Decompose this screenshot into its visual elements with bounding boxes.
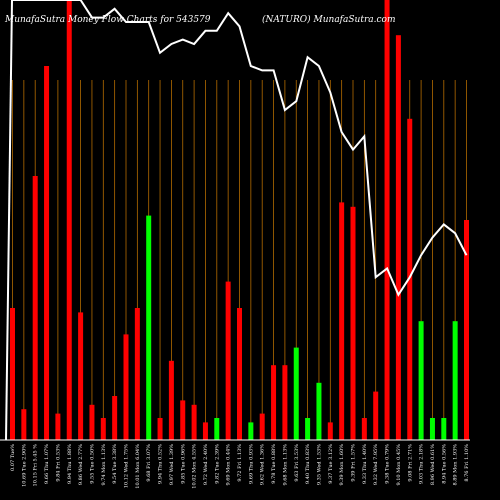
bar [464, 220, 469, 440]
tick-label: 9.38 Tue 0.79% [385, 444, 391, 484]
bar [327, 422, 333, 440]
bar [350, 206, 356, 440]
bar [89, 404, 95, 440]
tick-label: 8.76 Fri 1.10% [464, 444, 470, 482]
tick-label: 9.82 Tue 2.39% [214, 444, 220, 484]
tick-label: 9.10 Mon 0.45% [396, 444, 402, 486]
bar [112, 396, 118, 440]
tick-label: 10.01 Mon 6.04% [135, 444, 141, 489]
tick-label: 9.86 Wed 2.77% [78, 444, 84, 485]
bar [180, 400, 186, 440]
bar [214, 418, 220, 440]
bar [316, 382, 322, 440]
bar [373, 391, 379, 440]
bar [78, 312, 84, 440]
bar [146, 215, 152, 440]
price-line-start [5, 0, 13, 441]
tick-label: 8.89 Mon 1.93% [453, 444, 459, 486]
tick-label: 9.97 Wed 1.39% [169, 444, 175, 485]
tick-label: 9.39 Mon 1.60% [339, 444, 345, 486]
tick-label: 9.85 Tue 0.96% [180, 444, 186, 484]
bar [191, 404, 197, 440]
bar [100, 418, 106, 440]
bar [237, 308, 242, 440]
tick-label: 9.78 Tue 0.88% [271, 444, 277, 484]
bar [168, 360, 174, 440]
bar [123, 334, 129, 440]
bar [339, 202, 345, 440]
bar [407, 118, 413, 441]
tick-label: 9.68 Mon 1.13% [282, 444, 288, 486]
bar [134, 308, 140, 440]
bar [21, 409, 27, 440]
tick-label: 9.37 Tue 3.12% [328, 444, 334, 484]
tick-label: 9.54 Tue 3.38% [112, 444, 118, 484]
tick-label: 9.62 Wed 1.36% [260, 444, 266, 485]
tick-label: 9.08 Fri 2.71% [407, 444, 413, 482]
bar [305, 418, 311, 440]
tick-label: 9.55 Tue 0.50% [90, 444, 96, 484]
bar [361, 418, 367, 440]
bar [202, 422, 208, 440]
tick-label: 9.35 Wed 1.53% [316, 444, 322, 485]
tick-label: 9.32 Wed 7.95% [373, 444, 379, 485]
line-layer [5, 0, 468, 441]
tick-label: 9.72 Fri 1.13% [237, 444, 243, 482]
tick-label: 9.39 Fri 1.57% [351, 444, 357, 482]
bar [282, 365, 288, 440]
bar [452, 321, 458, 440]
tick-label: 9.03 Thu 2.18% [419, 444, 425, 484]
bar [44, 66, 50, 440]
bar [395, 35, 401, 440]
bar [271, 365, 277, 440]
bar [248, 422, 254, 440]
bar [384, 0, 390, 440]
tick-label: 9.63 Fri 3.53% [294, 444, 300, 482]
tick-label-layer: 0.07 Tue% 10.69 Tue 2.90% 10.15 Fri 5.45 %… [10, 444, 470, 489]
price-line [12, 0, 468, 297]
tick-label: 9.74 Mon 1.13% [101, 444, 107, 486]
bar [293, 347, 299, 440]
bar [225, 281, 231, 440]
tick-label: 9.94 Thu 0.52% [158, 444, 164, 484]
bar [32, 176, 38, 440]
tick-label: 10.12 Wed 1.75% [124, 444, 130, 489]
bar [418, 321, 424, 440]
tick-label: 0.07 Tue% [10, 444, 16, 471]
tick-label: 9.66 Thu 1.07% [44, 444, 50, 484]
bar [157, 418, 163, 440]
tick-label: 9.69 Mon 0.44% [226, 444, 232, 486]
tick-label: 8.96 Wed 0.61% [430, 444, 436, 485]
tick-label: 8.94 Tue 0.56% [441, 444, 447, 484]
title-layer: MunafaSutra Money Flow Charts for 543579… [4, 14, 395, 25]
tick-label: 9.68 Fri 3.07% [146, 444, 152, 482]
bar [55, 413, 61, 440]
bar [10, 308, 15, 440]
bar [66, 0, 72, 440]
bar [259, 413, 265, 440]
bar [441, 418, 447, 440]
tick-label: 9.72 Wed 2.40% [203, 444, 209, 485]
tick-label: 10.02 Mon 4.55% [192, 444, 198, 489]
tick-label: 10.69 Tue 2.90% [21, 444, 27, 487]
bar [429, 418, 435, 440]
tick-label: 9.84 Fri 0.53% [55, 444, 61, 482]
chart-subtitle: (NATURO) MunafaSutra.com [262, 14, 395, 25]
tick-label: 9.33 Thu 1.40% [362, 444, 368, 484]
bar-layer [10, 0, 469, 441]
tick-label: 9.69 Thu 0.93% [248, 444, 254, 484]
tick-label: 9.40 Thu 0.83% [305, 444, 311, 484]
tick-label: 9.94 Thu 1.88% [67, 444, 73, 484]
tick-label: 10.15 Fri 5.45 % [33, 444, 39, 487]
chart-title: MunafaSutra Money Flow Charts for 543579 [4, 15, 211, 25]
